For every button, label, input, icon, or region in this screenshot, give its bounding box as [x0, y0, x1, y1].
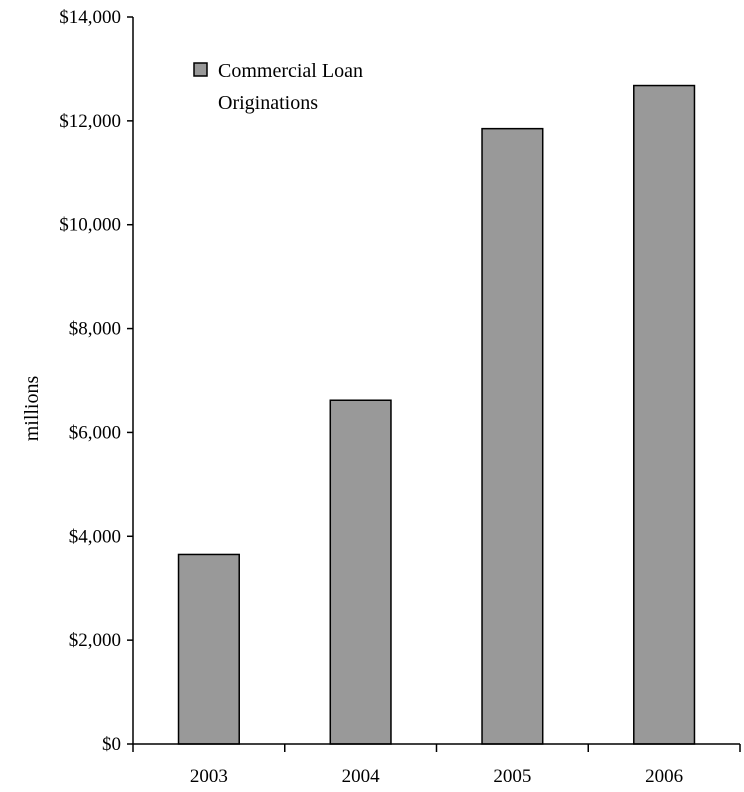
legend: Commercial Loan Originations	[193, 60, 363, 114]
bar-2005	[481, 127, 544, 745]
bar-2006	[633, 84, 696, 745]
x-tick-label: 2006	[645, 766, 683, 787]
x-tick-label: 2005	[493, 766, 531, 787]
legend-swatch	[193, 62, 208, 77]
y-tick-label: $6,000	[69, 422, 121, 443]
y-tick-label: $2,000	[69, 630, 121, 651]
bars-layer	[177, 84, 696, 745]
y-tick-label: $14,000	[59, 7, 121, 28]
legend-label-line-1: Commercial Loan	[218, 60, 363, 82]
y-ticks: $0 $2,000 $4,000 $6,000 $8,000 $10,000 $12,000…	[59, 7, 133, 755]
x-tick-label: 2003	[190, 766, 228, 787]
y-tick-label: $12,000	[59, 111, 121, 132]
x-tick-label: 2004	[342, 766, 381, 787]
y-tick-label: $4,000	[69, 526, 121, 547]
bar-2004	[329, 399, 392, 745]
legend-label-line-2: Originations	[218, 92, 318, 114]
bar-2003	[177, 553, 240, 745]
y-tick-label: $0	[102, 734, 121, 755]
y-tick-label: $8,000	[69, 319, 121, 340]
y-tick-label: $10,000	[59, 215, 121, 236]
x-ticks: 2003 2004 2005 2006	[132, 744, 741, 787]
y-axis-title: millions	[21, 376, 43, 442]
